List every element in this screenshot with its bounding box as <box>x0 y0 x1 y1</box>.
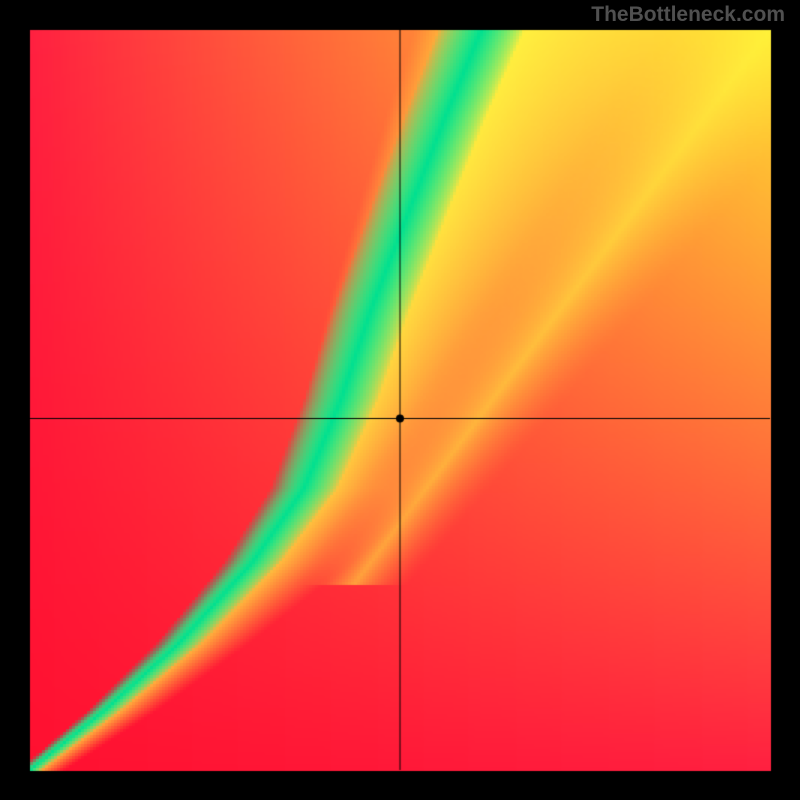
watermark-label: TheBottleneck.com <box>591 3 785 27</box>
chart-container: TheBottleneck.com <box>0 0 800 800</box>
bottleneck-heatmap <box>0 0 800 800</box>
